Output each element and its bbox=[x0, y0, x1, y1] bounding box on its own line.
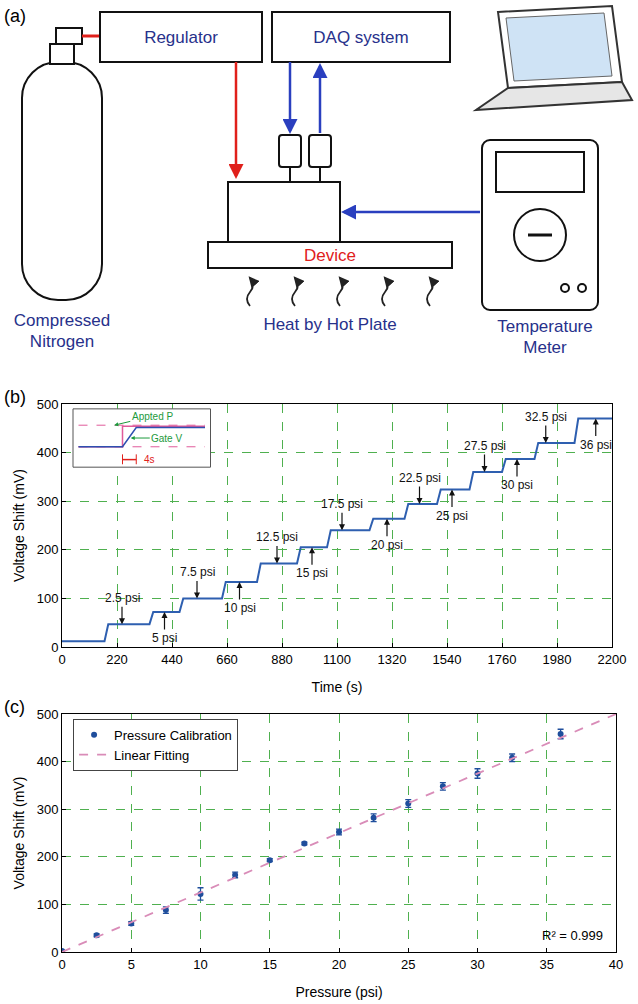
svg-text:1760: 1760 bbox=[488, 652, 517, 667]
svg-text:1980: 1980 bbox=[543, 652, 572, 667]
svg-text:40: 40 bbox=[609, 957, 623, 972]
svg-text:10: 10 bbox=[193, 957, 207, 972]
svg-text:25 psi: 25 psi bbox=[436, 509, 468, 523]
svg-text:20: 20 bbox=[332, 957, 346, 972]
svg-text:22.5 psi: 22.5 psi bbox=[399, 471, 441, 485]
svg-text:100: 100 bbox=[37, 591, 59, 606]
svg-text:35: 35 bbox=[540, 957, 554, 972]
svg-text:Appted P: Appted P bbox=[132, 411, 173, 422]
svg-text:660: 660 bbox=[216, 652, 238, 667]
svg-text:Linear Fitting: Linear Fitting bbox=[114, 748, 189, 763]
svg-text:400: 400 bbox=[37, 754, 59, 769]
svg-text:300: 300 bbox=[37, 494, 59, 509]
svg-text:Gate V: Gate V bbox=[151, 433, 182, 444]
svg-text:200: 200 bbox=[37, 542, 59, 557]
svg-text:36 psi: 36 psi bbox=[580, 438, 612, 452]
svg-text:1320: 1320 bbox=[378, 652, 407, 667]
svg-text:7.5 psi: 7.5 psi bbox=[180, 565, 215, 579]
svg-text:0: 0 bbox=[51, 640, 58, 655]
svg-text:2200: 2200 bbox=[598, 652, 627, 667]
svg-text:TemperatureMeter: TemperatureMeter bbox=[497, 317, 592, 357]
svg-text:10 psi: 10 psi bbox=[224, 601, 256, 615]
svg-text:5 psi: 5 psi bbox=[152, 631, 177, 645]
svg-text:500: 500 bbox=[37, 707, 59, 722]
svg-text:17.5 psi: 17.5 psi bbox=[321, 497, 363, 511]
svg-text:DAQ system: DAQ system bbox=[313, 28, 408, 47]
svg-text:Voltage Shift (mV): Voltage Shift (mV) bbox=[11, 777, 27, 890]
svg-text:15: 15 bbox=[263, 957, 277, 972]
svg-text:30 psi: 30 psi bbox=[501, 478, 533, 492]
svg-text:1540: 1540 bbox=[433, 652, 462, 667]
svg-text:R² = 0.999: R² = 0.999 bbox=[542, 928, 603, 943]
svg-text:32.5 psi: 32.5 psi bbox=[525, 410, 567, 424]
svg-text:300: 300 bbox=[37, 802, 59, 817]
svg-text:CompressedNitrogen: CompressedNitrogen bbox=[14, 311, 110, 351]
svg-text:Regulator: Regulator bbox=[144, 28, 218, 47]
svg-text:25: 25 bbox=[401, 957, 415, 972]
svg-text:30: 30 bbox=[470, 957, 484, 972]
svg-text:440: 440 bbox=[161, 652, 183, 667]
html-text:(b): (b) bbox=[4, 387, 26, 407]
svg-text:220: 220 bbox=[106, 652, 128, 667]
svg-text:Voltage Shift (mV): Voltage Shift (mV) bbox=[11, 469, 27, 582]
svg-text:(a): (a) bbox=[4, 6, 26, 26]
svg-text:2.5 psi: 2.5 psi bbox=[105, 591, 140, 605]
svg-text:15 psi: 15 psi bbox=[296, 566, 328, 580]
svg-text:Heat by Hot Plate: Heat by Hot Plate bbox=[263, 315, 396, 334]
svg-text:0: 0 bbox=[58, 652, 65, 667]
svg-text:400: 400 bbox=[37, 445, 59, 460]
svg-text:Pressure (psi): Pressure (psi) bbox=[295, 984, 382, 1000]
svg-text:20 psi: 20 psi bbox=[371, 538, 403, 552]
svg-text:27.5 psi: 27.5 psi bbox=[464, 439, 506, 453]
svg-text:5: 5 bbox=[128, 957, 135, 972]
svg-text:Pressure Calibration: Pressure Calibration bbox=[114, 728, 232, 743]
svg-text:0: 0 bbox=[51, 945, 58, 960]
svg-text:Time (s): Time (s) bbox=[312, 679, 363, 695]
html-text:(c): (c) bbox=[4, 697, 25, 717]
svg-text:Device: Device bbox=[304, 246, 356, 265]
svg-text:1100: 1100 bbox=[323, 652, 351, 667]
svg-text:500: 500 bbox=[37, 397, 59, 412]
svg-text:4s: 4s bbox=[144, 454, 155, 465]
svg-text:200: 200 bbox=[37, 849, 59, 864]
svg-text:12.5 psi: 12.5 psi bbox=[256, 530, 298, 544]
svg-text:880: 880 bbox=[271, 652, 293, 667]
svg-text:100: 100 bbox=[37, 897, 59, 912]
svg-text:0: 0 bbox=[58, 957, 65, 972]
